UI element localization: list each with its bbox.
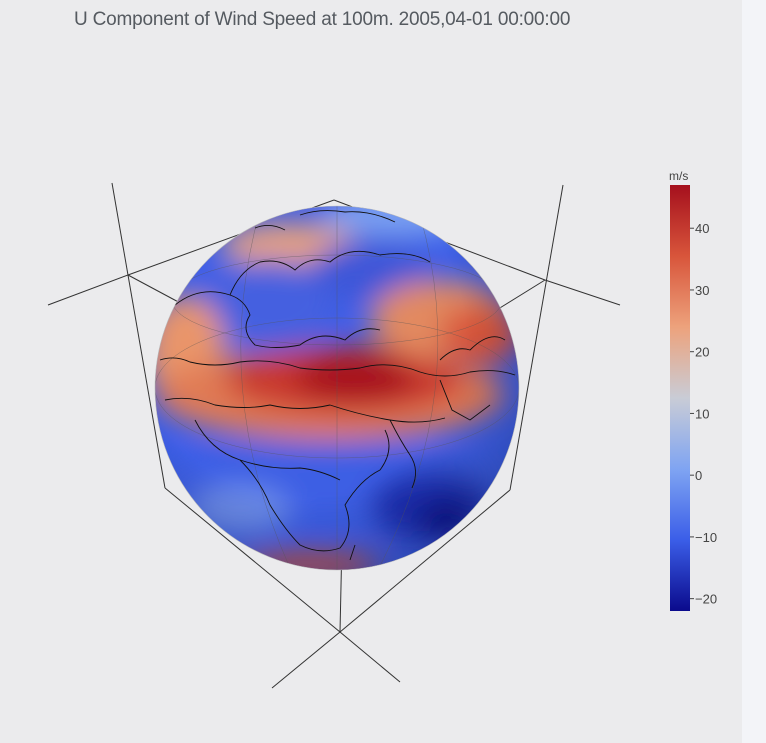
colorbar-ticks: 40 30 20 10 0 −10 −20 [690, 221, 717, 607]
colorbar-tick-label: 40 [695, 221, 709, 236]
globe-outline [154, 205, 520, 571]
side-strip [742, 0, 766, 743]
coastlines [159, 210, 516, 561]
colorbar-tick-label: 0 [695, 468, 702, 483]
colorbar-tick-label: −20 [695, 592, 717, 607]
colorbar-tick-label: 20 [695, 345, 709, 360]
globe-chart[interactable]: m/s 40 30 20 10 0 −10 −20 [0, 0, 742, 743]
colorbar-tick-label: −10 [695, 530, 717, 545]
colorbar-unit: m/s [669, 169, 688, 183]
wind-field [155, 206, 519, 570]
globe[interactable] [145, 195, 520, 577]
colorbar[interactable]: m/s 40 30 20 10 0 −10 −20 [669, 169, 717, 611]
chart-title: U Component of Wind Speed at 100m. 2005,… [74, 9, 571, 30]
colorbar-tick-label: 30 [695, 283, 709, 298]
colorbar-gradient [670, 185, 690, 611]
colorbar-tick-label: 10 [695, 406, 709, 421]
